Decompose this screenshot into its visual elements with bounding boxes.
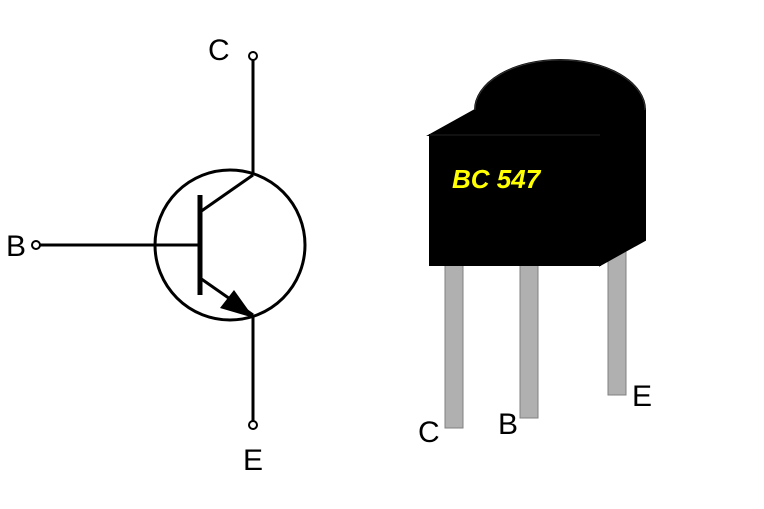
diagram-canvas: C B E BC 547 C B E [0, 0, 764, 509]
package-label-base: B [498, 408, 518, 441]
package-label-emitter: E [632, 380, 652, 413]
package-side-face [600, 110, 645, 265]
emitter-terminal [249, 421, 257, 429]
package-lead-base [520, 258, 538, 418]
collector-terminal [249, 52, 257, 60]
transistor-package: BC 547 C B E [418, 60, 652, 449]
package-part-number: BC 547 [452, 164, 542, 194]
base-terminal [32, 241, 40, 249]
transistor-schematic-symbol: C B E [6, 34, 305, 477]
schematic-label-collector: C [208, 34, 230, 67]
package-label-collector: C [418, 416, 440, 449]
package-lead-emitter [608, 245, 626, 395]
package-front-face [430, 135, 600, 265]
schematic-label-emitter: E [243, 444, 263, 477]
schematic-label-base: B [6, 230, 26, 263]
package-lead-collector [445, 263, 463, 428]
collector-diagonal [200, 175, 253, 212]
